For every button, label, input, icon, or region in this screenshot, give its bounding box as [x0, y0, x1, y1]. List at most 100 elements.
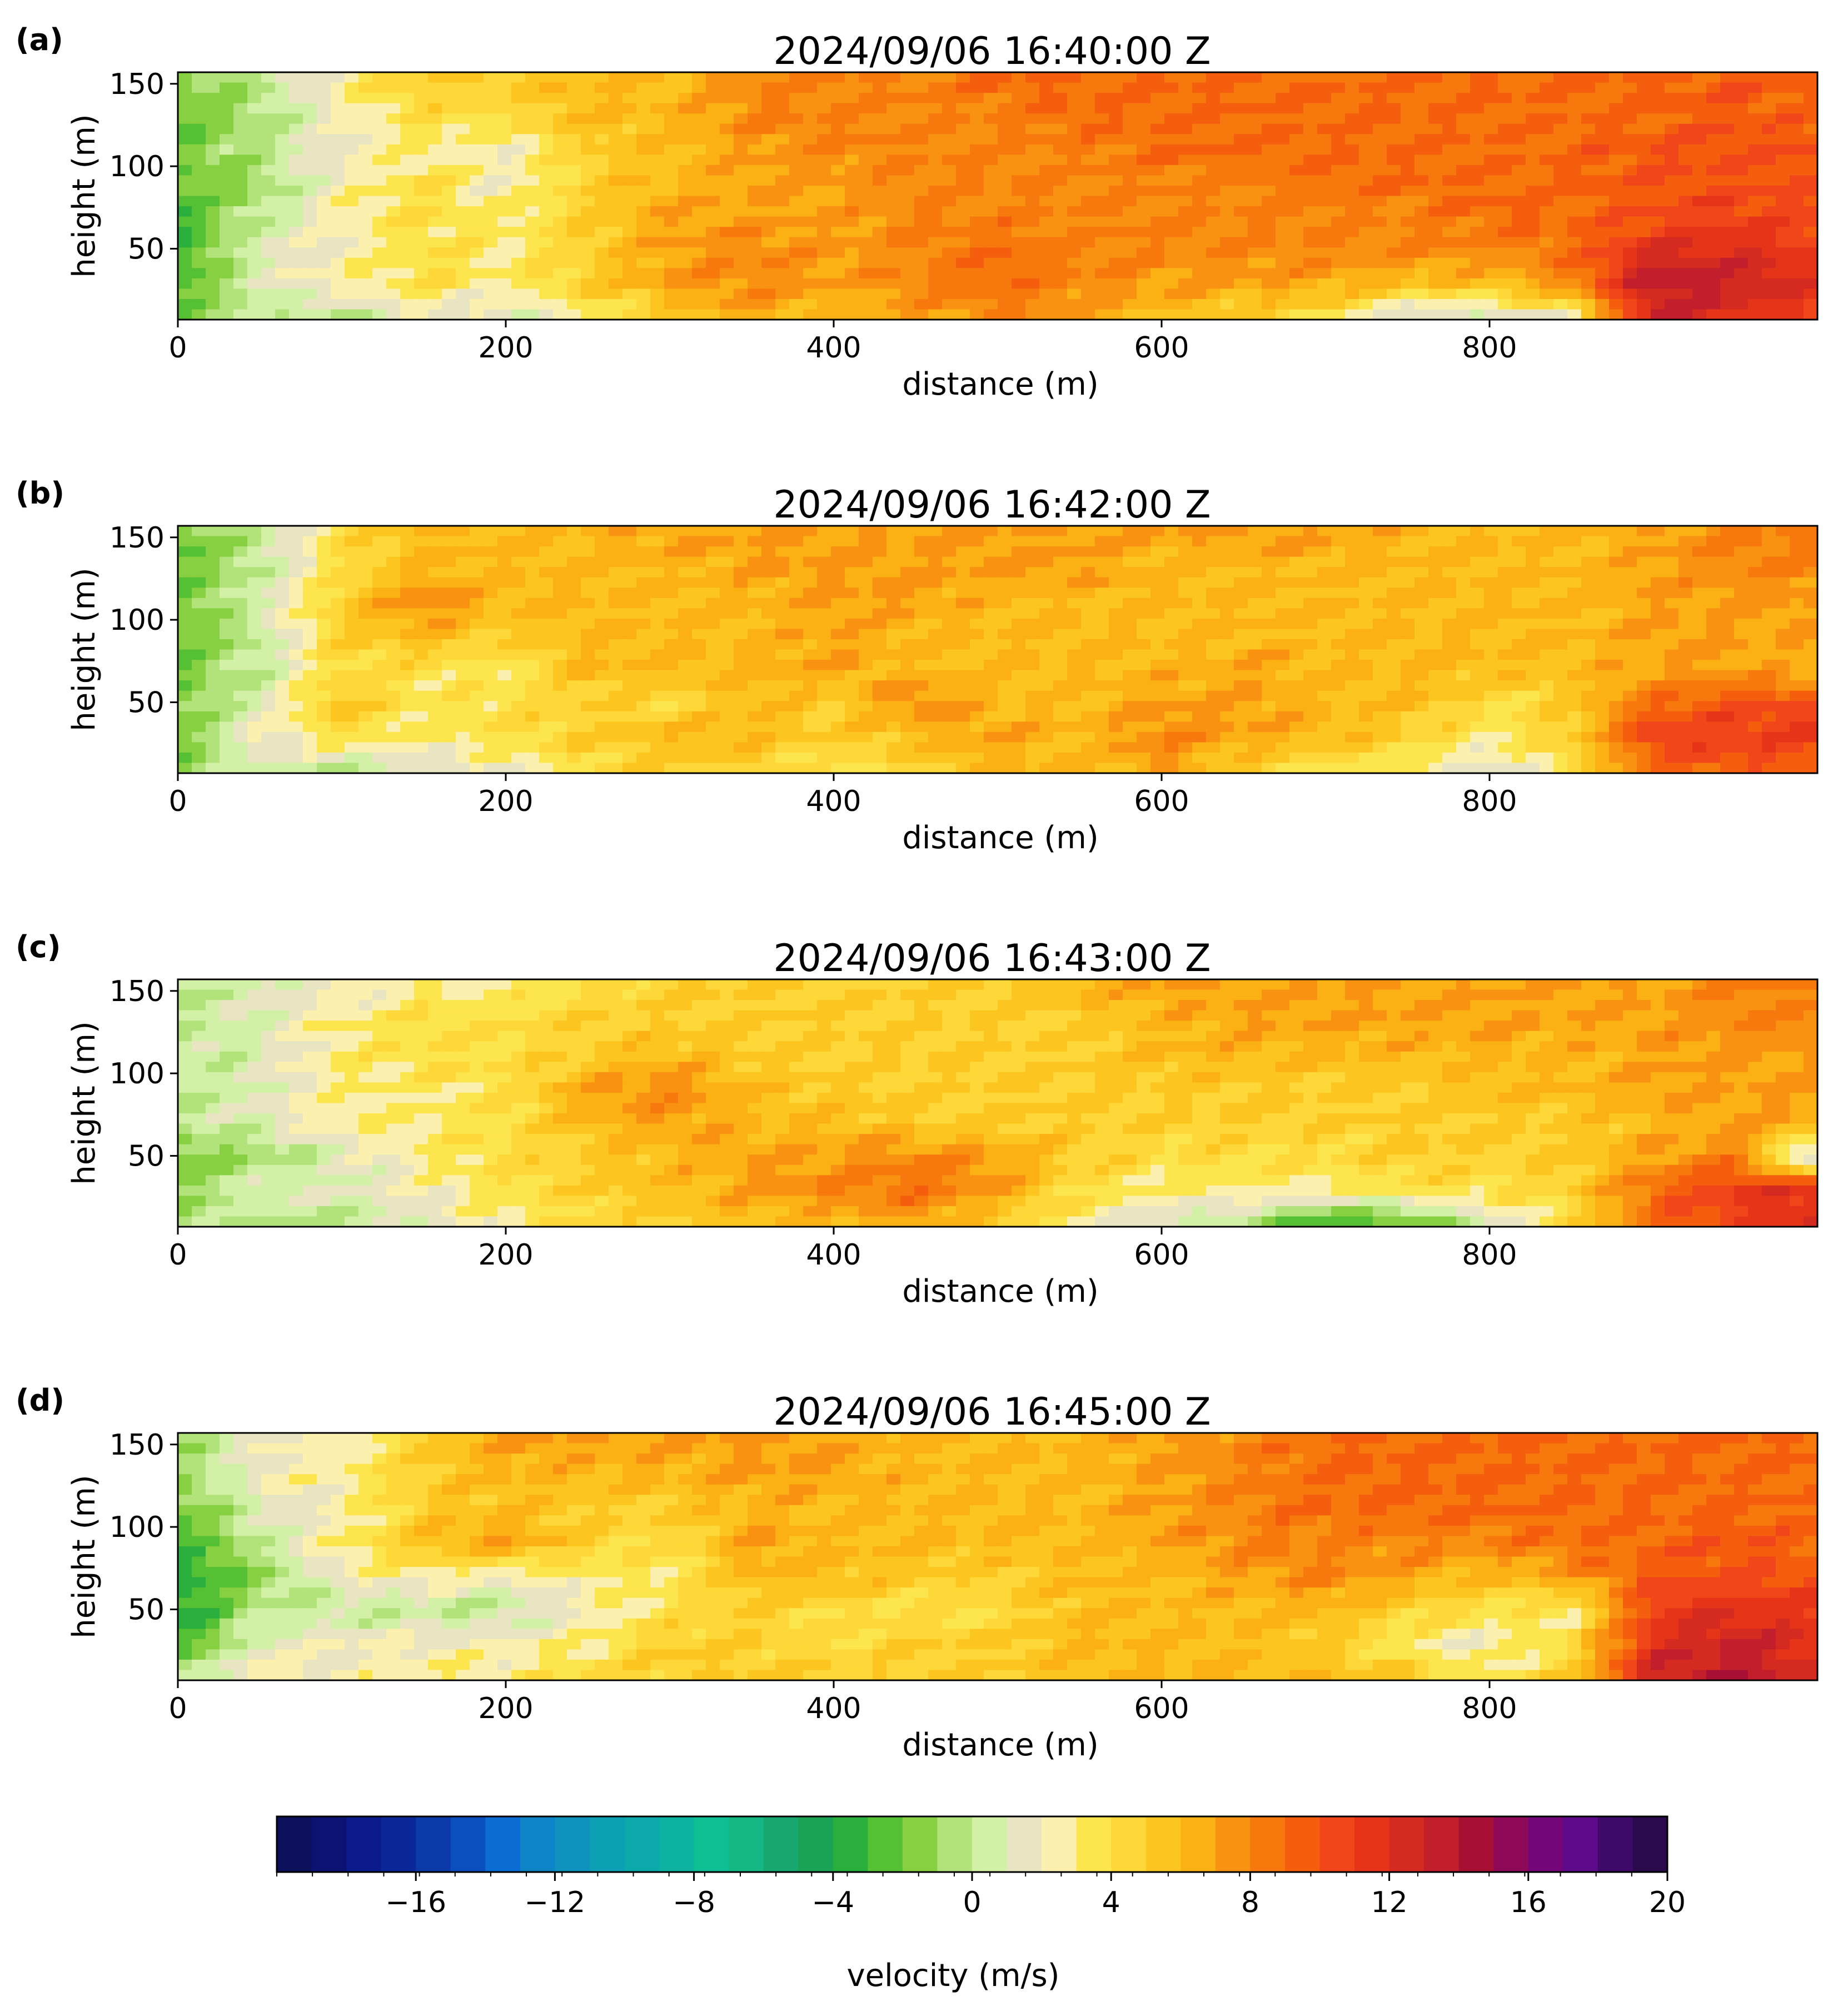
- field-cell: [650, 93, 665, 103]
- field-cell: [1262, 309, 1276, 320]
- field-cell: [970, 288, 984, 299]
- field-cell: [775, 567, 790, 578]
- field-cell: [497, 557, 512, 568]
- field-cell: [539, 526, 554, 536]
- field-cell: [1442, 701, 1457, 711]
- field-cell: [1748, 309, 1762, 320]
- field-cell: [1234, 309, 1248, 320]
- field-cell: [1276, 309, 1290, 320]
- field-cell: [1123, 268, 1137, 278]
- field-cell: [1720, 93, 1735, 103]
- field-cell: [1748, 588, 1762, 598]
- field-cell: [1234, 83, 1248, 93]
- field-cell: [748, 175, 762, 186]
- field-cell: [247, 526, 262, 536]
- field-cell: [595, 217, 609, 227]
- field-cell: [497, 578, 512, 588]
- field-cell: [497, 237, 512, 248]
- field-cell: [470, 660, 484, 670]
- field-cell: [1790, 557, 1804, 568]
- field-cell: [511, 72, 526, 83]
- field-cell: [1109, 536, 1123, 547]
- field-cell: [1053, 237, 1068, 248]
- field-cell: [1484, 258, 1498, 268]
- field-cell: [1053, 670, 1068, 681]
- field-cell: [900, 93, 915, 103]
- field-cell: [1192, 650, 1207, 660]
- field-cell: [206, 588, 220, 598]
- field-cell: [1637, 639, 1651, 650]
- field-cell: [275, 258, 290, 268]
- field-cell: [1234, 629, 1248, 639]
- field-cell: [775, 650, 790, 660]
- field-cell: [1401, 72, 1415, 83]
- field-cell: [664, 608, 679, 619]
- field-cell: [1553, 608, 1568, 619]
- field-cell: [734, 536, 748, 547]
- field-cell: [1053, 206, 1068, 217]
- field-cell: [706, 660, 720, 670]
- field-cell: [1234, 536, 1248, 547]
- field-cell: [303, 526, 317, 536]
- field-cell: [1276, 206, 1290, 217]
- field-cell: [1692, 113, 1707, 124]
- field-cell: [553, 629, 567, 639]
- field-cell: [178, 145, 192, 155]
- field-cell: [1137, 567, 1151, 578]
- field-cell: [456, 608, 470, 619]
- field-cell: [1109, 217, 1123, 227]
- field-cell: [1095, 608, 1109, 619]
- field-cell: [1442, 660, 1457, 670]
- field-cell: [1553, 165, 1568, 176]
- field-cell: [1234, 258, 1248, 268]
- field-cell: [761, 660, 776, 670]
- field-cell: [1637, 83, 1651, 93]
- field-cell: [497, 72, 512, 83]
- field-cell: [484, 196, 498, 207]
- field-cell: [1331, 258, 1346, 268]
- field-cell: [1637, 691, 1651, 701]
- field-cell: [650, 145, 665, 155]
- field-cell: [1804, 145, 1818, 155]
- field-cell: [1150, 660, 1165, 670]
- field-cell: [1595, 588, 1610, 598]
- field-cell: [1790, 546, 1804, 557]
- field-cell: [1706, 206, 1721, 217]
- field-cell: [984, 536, 998, 547]
- field-cell: [1623, 72, 1637, 83]
- field-cell: [442, 72, 456, 83]
- field-cell: [970, 526, 984, 536]
- field-cell: [789, 83, 804, 93]
- field-cell: [859, 578, 873, 588]
- field-cell: [1067, 113, 1082, 124]
- field-cell: [358, 186, 373, 196]
- field-cell: [1039, 72, 1054, 83]
- field-cell: [1526, 155, 1540, 165]
- field-cell: [1262, 155, 1276, 165]
- field-cell: [1609, 72, 1623, 83]
- field-cell: [484, 145, 498, 155]
- field-cell: [609, 83, 623, 93]
- field-cell: [664, 670, 679, 681]
- field-cell: [1025, 196, 1040, 207]
- field-cell: [525, 196, 540, 207]
- field-cell: [859, 546, 873, 557]
- field-cell: [484, 288, 498, 299]
- field-cell: [1470, 227, 1485, 237]
- field-cell: [1276, 124, 1290, 135]
- field-cell: [553, 186, 567, 196]
- field-cell: [345, 660, 359, 670]
- field-cell: [1220, 124, 1234, 135]
- field-cell: [1637, 206, 1651, 217]
- field-cell: [595, 186, 609, 196]
- field-cell: [1373, 196, 1387, 207]
- field-cell: [789, 175, 804, 186]
- field-cell: [456, 196, 470, 207]
- field-cell: [497, 83, 512, 93]
- field-cell: [984, 124, 998, 135]
- field-cell: [859, 268, 873, 278]
- field-cell: [470, 546, 484, 557]
- field-cell: [1303, 217, 1318, 227]
- field-cell: [706, 186, 720, 196]
- field-cell: [233, 711, 248, 722]
